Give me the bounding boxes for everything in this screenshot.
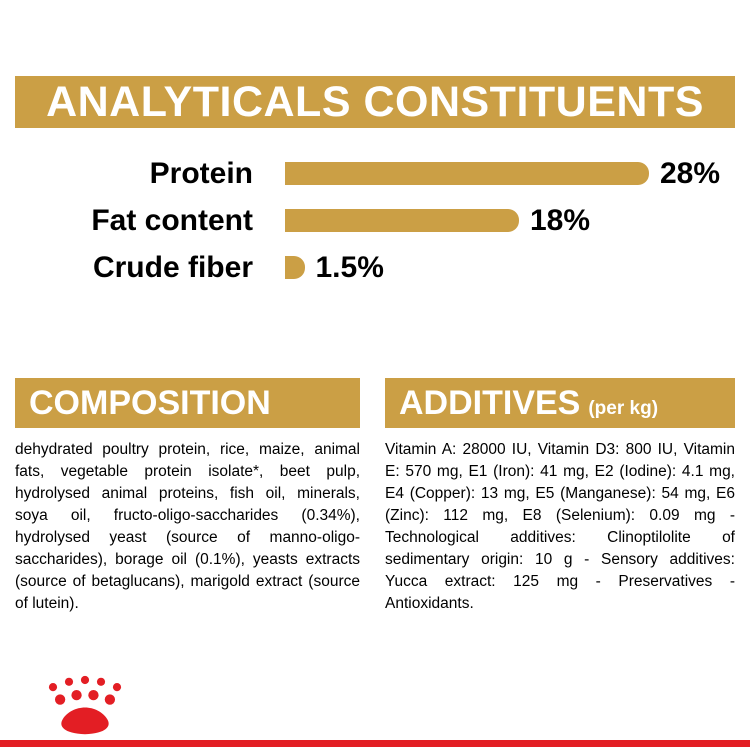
composition-title: COMPOSITION: [29, 383, 271, 422]
composition-banner: COMPOSITION: [15, 378, 360, 428]
additives-banner: ADDITIVES (per kg): [385, 378, 735, 428]
nutrient-chart: Protein 28% Fat content 18% Crude fiber …: [15, 150, 735, 291]
composition-section: COMPOSITION dehydrated poultry protein, …: [15, 378, 360, 615]
nutrient-value: 18%: [530, 203, 591, 237]
additives-body: Vitamin A: 28000 IU, Vitamin D3: 800 IU,…: [385, 441, 735, 612]
analyticals-banner: ANALYTICALS CONSTITUENTS: [15, 76, 735, 128]
nutrient-label: Crude fiber: [92, 250, 253, 284]
chart-row-crude-fiber: Crude fiber 1.5%: [15, 244, 735, 291]
composition-body: dehydrated poultry protein, rice, maize,…: [15, 441, 360, 612]
chart-row-fat-content: Fat content 18%: [15, 197, 735, 244]
additives-unit: (per kg): [588, 398, 659, 419]
nutrient-bar: [285, 162, 649, 185]
nutrient-value: 28%: [660, 156, 721, 190]
additives-title: ADDITIVES: [399, 383, 581, 422]
analyticals-title: ANALYTICALS CONSTITUENTS: [46, 77, 704, 126]
footer-red-stripe: [0, 740, 750, 747]
nutrient-label: Protein: [149, 156, 253, 190]
additives-section: ADDITIVES (per kg) Vitamin A: 28000 IU, …: [385, 378, 735, 615]
nutrient-bar: [285, 256, 305, 279]
nutrient-value: 1.5%: [315, 250, 384, 284]
royal-canin-paw-icon: [36, 672, 134, 736]
nutrient-bar: [285, 209, 519, 232]
chart-row-protein: Protein 28%: [15, 150, 735, 197]
nutrient-label: Fat content: [91, 203, 253, 237]
